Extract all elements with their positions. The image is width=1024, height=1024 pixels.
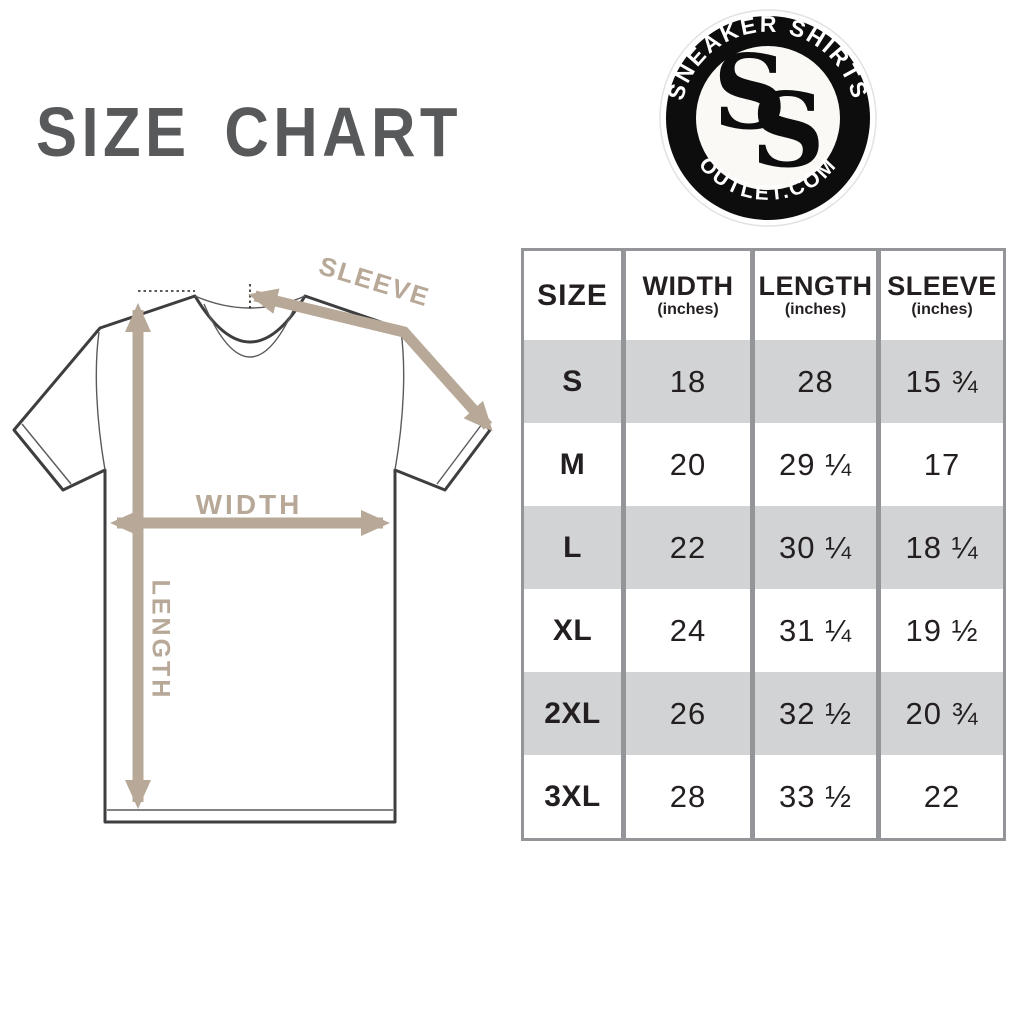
header-width-unit: (inches): [657, 301, 719, 319]
logo-inner-circle: [696, 46, 840, 190]
sleeve-cell: 20 ¾: [881, 672, 1003, 755]
length-label: LENGTH: [146, 580, 174, 701]
sleeve-cell: 15 ¾: [881, 340, 1003, 423]
header-width: WIDTH (inches): [626, 251, 750, 340]
width-cell: 24: [626, 589, 750, 672]
header-size: SIZE: [524, 251, 621, 340]
size-cell: 2XL: [524, 672, 621, 755]
header-length-unit: (inches): [784, 301, 847, 319]
size-cell: S: [524, 340, 621, 423]
header-sleeve-label: SLEEVE: [887, 270, 997, 301]
brand-logo: SNEAKER SHIRTS OUTLET.COM S S: [659, 9, 877, 227]
svg-text:S: S: [713, 33, 787, 153]
size-table: SIZE WIDTH (inches) LENGTH (inches) SLEE…: [521, 248, 1006, 841]
length-cell: 28: [755, 340, 876, 423]
shirt-left-shoulder-seam: [95, 331, 106, 471]
size-cell: L: [524, 506, 621, 589]
header-sleeve: SLEEVE (inches): [881, 251, 1003, 340]
sleeve-cell: 19 ½: [881, 589, 1003, 672]
sleeve-arrow: [248, 288, 493, 432]
width-label: WIDTH: [196, 489, 303, 520]
width-cell: 20: [626, 423, 750, 506]
size-cell: XL: [524, 589, 621, 672]
width-cell: 28: [626, 755, 750, 838]
sleeve-cell: 18 ¼: [881, 506, 1003, 589]
header-length: LENGTH (inches): [755, 251, 876, 340]
tshirt-diagram: WIDTH LENGTH SLEEVE: [12, 258, 493, 824]
length-cell: 31 ¼: [755, 589, 876, 672]
size-cell: M: [524, 423, 621, 506]
size-cell: 3XL: [524, 755, 621, 838]
ss-monogram-icon: S S: [713, 33, 825, 191]
length-cell: 32 ½: [755, 672, 876, 755]
sleeve-cell: 22: [881, 755, 1003, 838]
shirt-outline: [12, 294, 492, 824]
header-sleeve-unit: (inches): [911, 301, 973, 319]
length-cell: 30 ¼: [755, 506, 876, 589]
length-cell: 33 ½: [755, 755, 876, 838]
svg-text:S: S: [751, 71, 825, 191]
page-title: SIZE CHART: [36, 93, 462, 171]
shirt-right-cuff-seam: [436, 423, 483, 485]
header-width-label: WIDTH: [642, 270, 734, 301]
width-cell: 26: [626, 672, 750, 755]
width-cell: 22: [626, 506, 750, 589]
sleeve-cell: 17: [881, 423, 1003, 506]
shirt-left-cuff-seam: [21, 423, 72, 485]
header-length-label: LENGTH: [758, 270, 873, 301]
length-cell: 29 ¼: [755, 423, 876, 506]
width-cell: 18: [626, 340, 750, 423]
